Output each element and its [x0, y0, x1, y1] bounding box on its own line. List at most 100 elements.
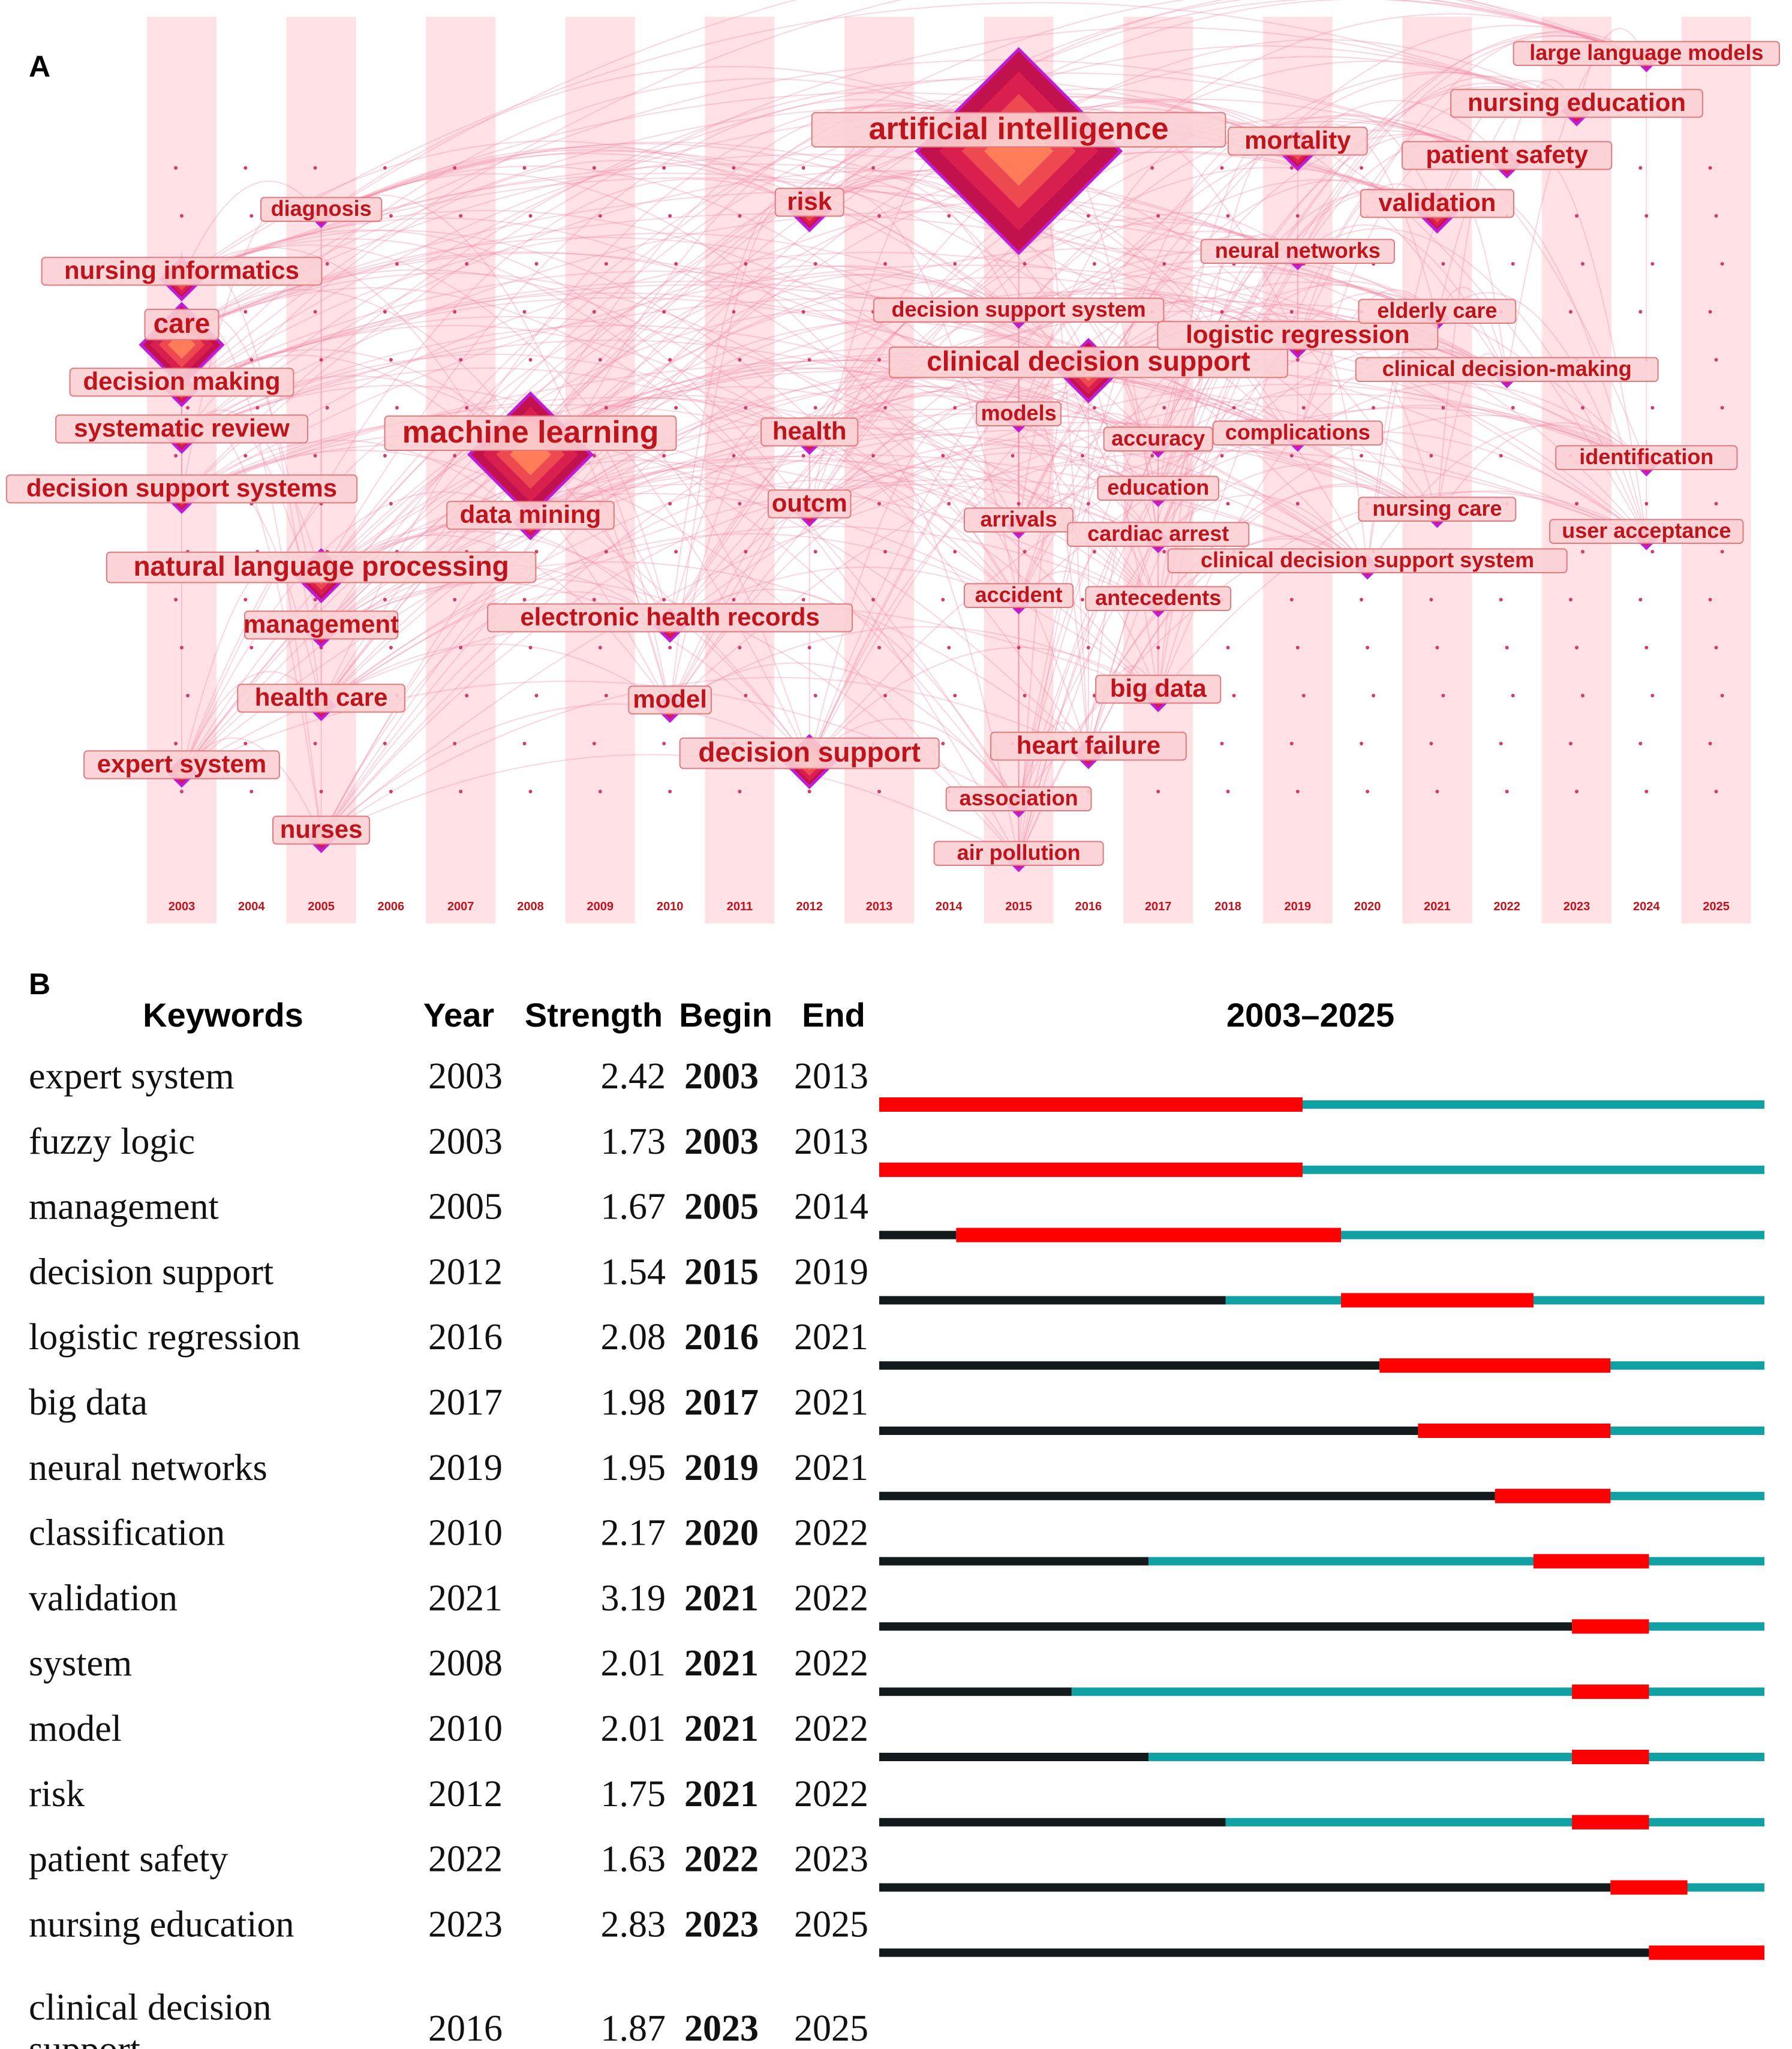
node-2017-13: [1156, 790, 1160, 793]
node-2018-5: [1232, 406, 1236, 410]
node-2013-6: [871, 454, 875, 458]
link-8-12: [181, 79, 1298, 497]
link-6-22: [181, 229, 810, 512]
keyword-box-30: [1097, 476, 1219, 501]
link-6-43: [181, 2, 1577, 279]
link-14-33: [669, 566, 1159, 697]
node-2021-11: [1441, 694, 1445, 697]
link-7-11: [181, 160, 810, 437]
node-2003-9: [174, 598, 178, 601]
link-0-1: [530, 103, 1020, 443]
node-2013-0: [871, 166, 875, 170]
node-2024-1: [1644, 214, 1649, 218]
node-2022-13: [1505, 790, 1509, 793]
year-tick-2013: 2013: [866, 900, 893, 913]
node-2009-8: [604, 550, 608, 553]
keyword-box-14: [487, 603, 853, 633]
link-0-19: [321, 66, 1020, 216]
node-2024-3: [1638, 310, 1643, 314]
node-2020-6: [1360, 454, 1364, 458]
keyword-label: mortality: [1244, 126, 1351, 154]
node-2003-12: [174, 742, 178, 745]
node-2021-9: [1429, 598, 1433, 601]
node-2006-10: [389, 646, 393, 649]
year-tick-2005: 2005: [308, 900, 335, 913]
link-27-43: [1018, 86, 1577, 806]
node-2012-8: [813, 550, 817, 553]
node-2008-0: [522, 166, 527, 170]
keyword-box-25: [963, 507, 1074, 533]
link-13-26: [530, 465, 1020, 603]
keyword-label: management: [243, 610, 399, 638]
node-2006-13: [389, 790, 393, 793]
node-2009-13: [598, 790, 602, 793]
bar-after-year: [1225, 1818, 1764, 1827]
link-18-25: [320, 479, 1020, 838]
link-37-44: [1297, 30, 1647, 344]
link-6-19: [181, 180, 322, 279]
keyword-box-33: [1095, 675, 1222, 704]
strength-cell: 2.08: [601, 1317, 666, 1358]
year-cell: 2003: [428, 1056, 503, 1097]
bar-burst: [956, 1227, 1342, 1242]
link-11-33: [181, 367, 1159, 697]
node-2006-5: [395, 406, 399, 410]
node-2025-8: [1720, 550, 1724, 553]
link-16-32: [321, 525, 1159, 706]
year-axis: 2003 2004 2005 2006 2007 2008 2009 2010 2011 2012…: [169, 900, 1730, 913]
link-10-20: [181, 354, 671, 708]
year-tick-2023: 2023: [1564, 900, 1590, 913]
begin-cell: 2021: [684, 1643, 759, 1684]
year-tick-2019: 2019: [1285, 900, 1312, 913]
year-cell: 2019: [428, 1448, 503, 1488]
link-2-30: [181, 252, 1159, 495]
link-13-32: [530, 455, 1159, 606]
node-2010-3: [662, 310, 666, 314]
node-2019-4: [1295, 358, 1300, 362]
link-2-33: [181, 272, 1159, 697]
link-22-44: [808, 13, 1647, 512]
end-cell: 2022: [794, 1708, 868, 1749]
node-2006-1: [389, 214, 393, 218]
end-cell: 2025: [794, 1904, 868, 1945]
node-2024-12: [1638, 742, 1643, 745]
keyword-box-0: [811, 112, 1226, 148]
node-2004-5: [255, 406, 260, 410]
node-2006-9: [383, 598, 387, 601]
link-20-27: [669, 662, 1020, 806]
node-2015-2: [1023, 262, 1027, 266]
keyword-label: systematic review: [74, 414, 290, 442]
node-2024-10: [1644, 646, 1649, 649]
end-cell: 2021: [794, 1317, 868, 1358]
node-2010-8: [674, 550, 678, 553]
node-2012-9: [801, 598, 805, 601]
node-2009-3: [592, 310, 596, 314]
link-10-44: [181, 0, 1647, 390]
year-tick-2020: 2020: [1354, 900, 1381, 913]
node-2007-6: [453, 454, 457, 458]
node-2025-5: [1720, 406, 1724, 410]
node-2014-5: [953, 406, 957, 410]
link-19-44: [321, 0, 1647, 216]
bar-before-year: [879, 1687, 1072, 1696]
link-4-41: [321, 408, 1438, 576]
begin-cell: 2020: [684, 1513, 759, 1554]
year-cell: 2010: [428, 1708, 503, 1749]
keyword-label: nursing care: [1372, 496, 1502, 520]
keyword-box-46: [1549, 519, 1744, 544]
link-1-11: [181, 375, 531, 443]
node-2011-11: [744, 694, 748, 697]
bar-before-year: [879, 1753, 1149, 1761]
link-1-44: [530, 0, 1647, 443]
node-2005-5: [325, 406, 329, 410]
begin-cell: 2019: [684, 1448, 759, 1488]
node-2019-1: [1295, 214, 1300, 218]
link-25-32: [1018, 493, 1159, 606]
begin-cell: 2015: [684, 1251, 759, 1292]
keyword-label: machine learning: [402, 415, 659, 450]
keyword-box-42: [1402, 141, 1613, 170]
node-2004-12: [243, 742, 248, 745]
year-tick-2012: 2012: [796, 900, 823, 913]
link-29-39: [1157, 281, 1438, 446]
